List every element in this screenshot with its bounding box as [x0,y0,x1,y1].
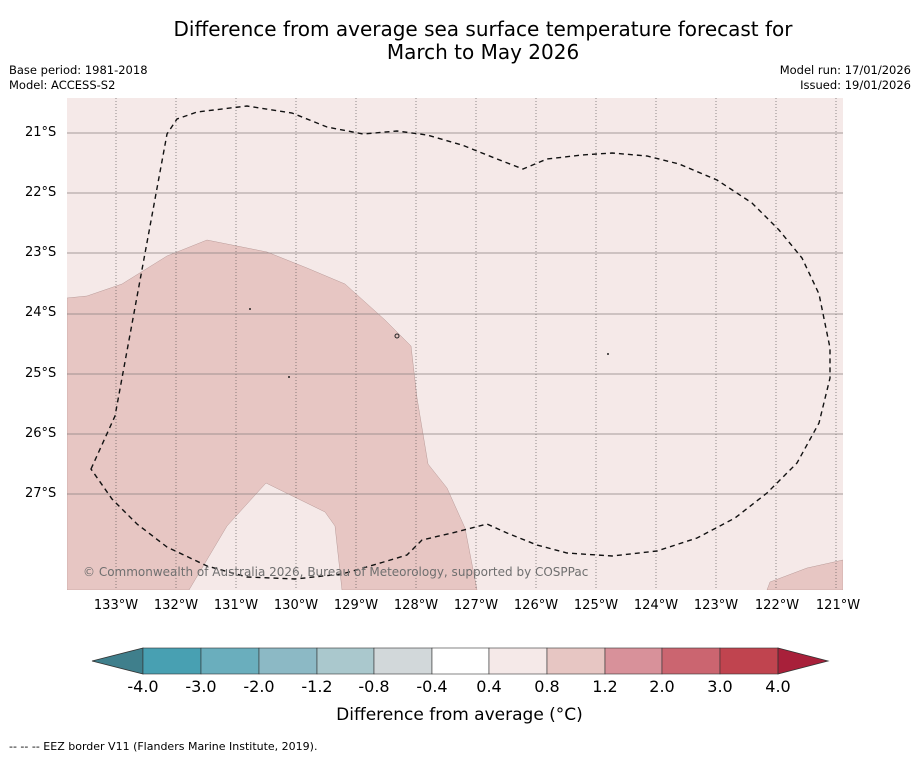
colorbar-bin-1 [142,647,202,675]
map-title: Difference from average sea surface temp… [0,18,919,64]
colorbar-label: 0.4 [476,677,502,696]
lon-label-122w: 122°W [754,598,800,613]
lat-label-26s: 26°S [25,426,57,441]
colorbar-label: 1.2 [592,677,618,696]
island-dot-2 [394,333,400,339]
model-name: Model: ACCESS-S2 [9,78,116,92]
anomaly-patch-southeast [766,559,843,590]
anomaly-patch-west [67,239,478,590]
lon-label-128w: 128°W [393,598,439,613]
colorbar-bin-11 [719,647,779,675]
colorbar-bin-2 [200,647,260,675]
latitude-gridlines [67,132,843,495]
issued-date: Issued: 19/01/2026 [800,78,911,92]
base-period: Base period: 1981-2018 [9,63,148,77]
lat-label-27s: 27°S [25,486,57,501]
lon-label-126w: 126°W [513,598,559,613]
lon-label-132w: 132°W [153,598,199,613]
lat-label-24s: 24°S [25,305,57,320]
lat-label-21s: 21°S [25,125,57,140]
copyright-notice: © Commonwealth of Australia 2026, Bureau… [83,565,589,579]
lon-label-125w: 125°W [573,598,619,613]
colorbar-bin-8 [546,647,606,675]
lon-label-127w: 127°W [453,598,499,613]
lon-label-129w: 129°W [333,598,379,613]
colorbar-label: -3.0 [185,677,217,696]
colorbar-label: -0.4 [416,677,448,696]
colorbar-bin-6 [431,647,490,675]
colorbar-label: -1.2 [301,677,333,696]
lon-label-131w: 131°W [213,598,259,613]
lon-label-133w: 133°W [93,598,139,613]
colorbar-low-extension [91,647,144,675]
island-dot-4 [607,353,609,355]
island-dot-3 [288,376,290,378]
colorbar-bin-7 [488,647,548,675]
colorbar [91,647,830,675]
island-dot-1 [249,308,251,310]
colorbar-label: 0.8 [534,677,560,696]
lat-label-22s: 22°S [25,185,57,200]
colorbar-label: -0.8 [358,677,390,696]
map-area [67,98,843,590]
colorbar-bin-3 [258,647,318,675]
colorbar-label: 2.0 [649,677,675,696]
colorbar-bin-9 [604,647,663,675]
colorbar-title: Difference from average (°C) [336,705,583,725]
lon-label-123w: 123°W [693,598,739,613]
eez-footnote: -- -- -- EEZ border V11 (Flanders Marine… [9,740,318,753]
colorbar-label: 4.0 [765,677,791,696]
lon-label-124w: 124°W [633,598,679,613]
map-svg [67,98,843,590]
lat-label-25s: 25°S [25,366,57,381]
colorbar-label: -4.0 [127,677,159,696]
meta-left: Base period: 1981-2018 Model: ACCESS-S2 [9,63,148,93]
colorbar-label: 3.0 [707,677,733,696]
colorbar-bin-4 [316,647,375,675]
title-line-2: March to May 2026 [386,40,580,64]
title-line-1: Difference from average sea surface temp… [173,17,793,41]
colorbar-bin-10 [661,647,721,675]
lon-label-121w: 121°W [815,598,861,613]
colorbar-bin-5 [373,647,433,675]
colorbar-high-extension [777,647,830,675]
meta-right: Model run: 17/01/2026 Issued: 19/01/2026 [780,63,911,93]
model-run: Model run: 17/01/2026 [779,63,911,77]
gridlines [115,98,837,590]
lon-label-130w: 130°W [273,598,319,613]
lat-label-23s: 23°S [25,245,57,260]
colorbar-label: -2.0 [243,677,275,696]
